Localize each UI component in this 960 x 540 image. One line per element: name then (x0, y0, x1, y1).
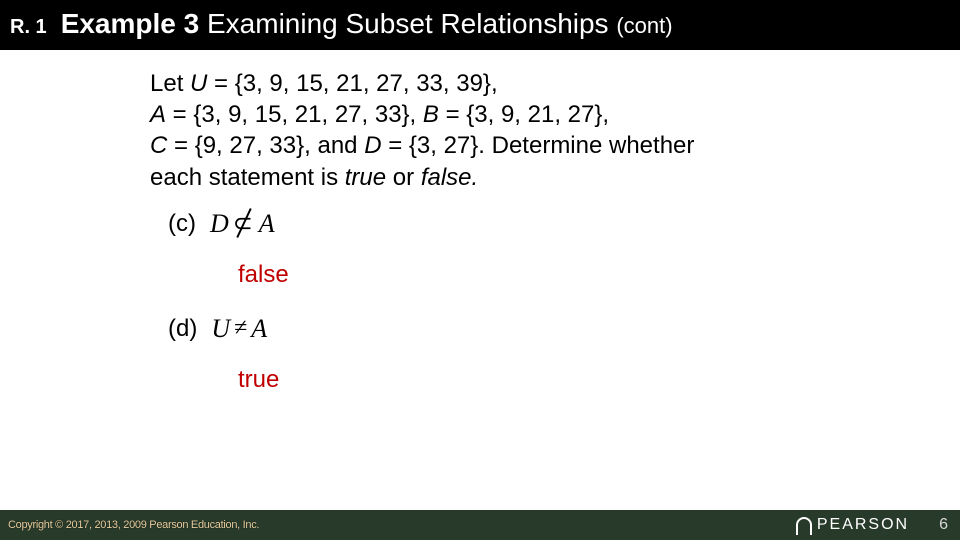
pearson-logo-text: PEARSON (817, 516, 909, 534)
part-c-expression: D A (210, 207, 275, 241)
slide-title: Example 3 Examining Subset Relationships… (61, 8, 673, 40)
parts-list: (c) D A false (d) U ≠ A true (150, 193, 920, 417)
part-c-right: A (259, 207, 275, 241)
pearson-logo: PEARSON (792, 516, 909, 534)
part-d: (d) U ≠ A (168, 312, 920, 346)
section-number: R. 1 (10, 16, 47, 39)
page-number: 6 (939, 516, 948, 534)
footer-bar: Copyright © 2017, 2013, 2009 Pearson Edu… (0, 510, 960, 540)
part-d-label: (d) (168, 313, 197, 344)
part-d-expression: U ≠ A (211, 312, 267, 346)
content-area: Let U = {3, 9, 15, 21, 27, 33, 39}, A = … (0, 50, 960, 417)
title-cont: (cont) (616, 13, 672, 38)
problem-line-1: Let U = {3, 9, 15, 21, 27, 33, 39}, (150, 68, 920, 99)
pearson-logo-icon (792, 516, 812, 534)
problem-line-2: A = {3, 9, 15, 21, 27, 33}, B = {3, 9, 2… (150, 99, 920, 130)
footer-right: PEARSON 6 (792, 516, 948, 534)
title-bar: R. 1 Example 3 Examining Subset Relation… (0, 0, 960, 50)
problem-statement: Let U = {3, 9, 15, 21, 27, 33, 39}, A = … (150, 68, 920, 193)
part-c: (c) D A (168, 207, 920, 241)
part-d-answer: true (168, 354, 920, 417)
copyright-text: Copyright © 2017, 2013, 2009 Pearson Edu… (8, 519, 259, 531)
title-main: Examining Subset Relationships (207, 8, 609, 39)
problem-line-4: each statement is true or false. (150, 162, 920, 193)
example-label: Example 3 (61, 8, 200, 39)
part-d-right: A (251, 312, 267, 346)
problem-line-3: C = {9, 27, 33}, and D = {3, 27}. Determ… (150, 130, 920, 161)
part-c-left: D (210, 207, 229, 241)
part-c-answer: false (168, 249, 920, 312)
not-equal-icon: ≠ (234, 313, 247, 344)
not-subset-icon (233, 211, 255, 237)
part-c-label: (c) (168, 208, 196, 239)
part-d-left: U (211, 312, 230, 346)
